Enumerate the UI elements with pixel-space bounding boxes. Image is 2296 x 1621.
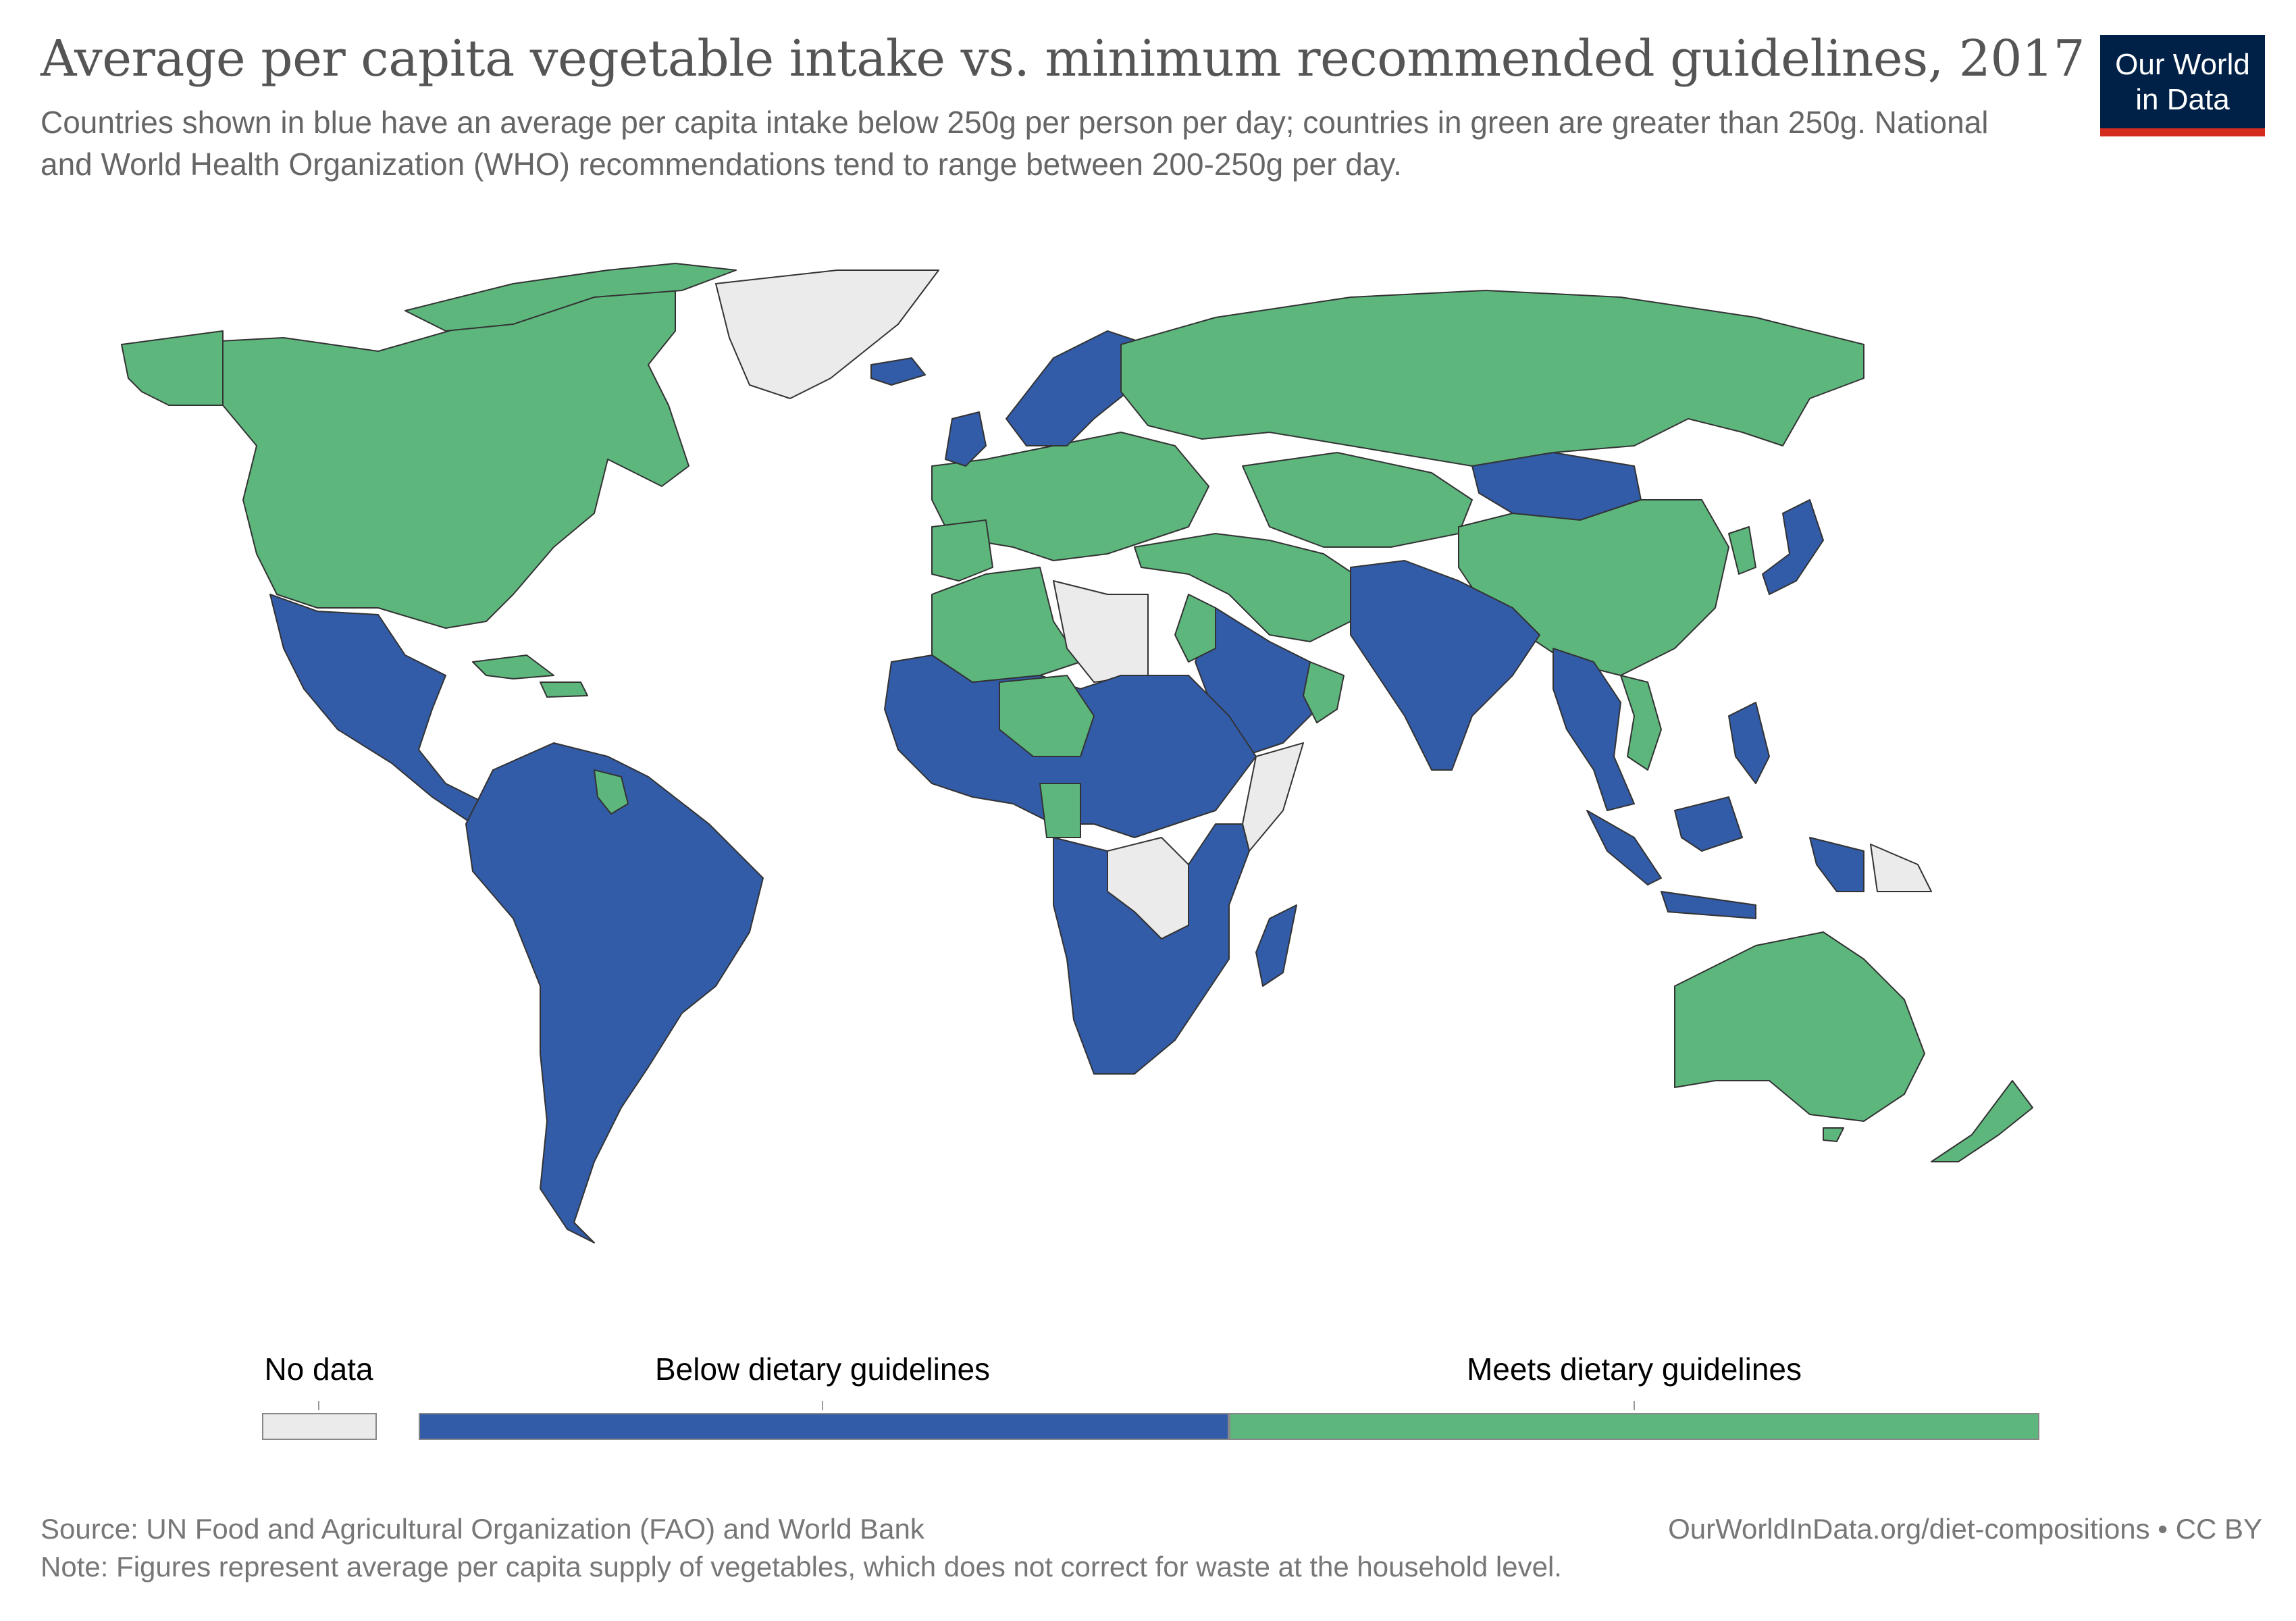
map-legend: No data Below dietary guidelines Meets d… [0,1351,2296,1459]
region-southeast-asia[interactable] [1553,648,1635,811]
footer-source[interactable]: Source: UN Food and Agricultural Organiz… [41,1513,924,1545]
footer-note: Note: Figures represent average per capi… [41,1551,1562,1583]
region-somalia[interactable] [1242,742,1304,852]
legend-swatch-no-data[interactable] [262,1413,377,1440]
region-mexico-central-america[interactable] [269,594,487,825]
region-new-zealand[interactable] [1931,1080,2033,1162]
region-korea[interactable] [1728,526,1756,575]
region-png[interactable] [1870,844,1932,892]
map-regions [121,263,2033,1243]
legend-swatch-meets[interactable] [1229,1413,2039,1440]
legend-label-meets: Meets dietary guidelines [1466,1352,1802,1387]
region-alaska[interactable] [121,330,224,406]
region-southern-east-africa[interactable] [1053,823,1250,1075]
region-south-america[interactable] [465,742,764,1243]
region-iceland[interactable] [870,357,926,386]
region-caribbean[interactable] [472,654,588,698]
footer: Source: UN Food and Agricultural Organiz… [41,1510,1562,1586]
region-uk[interactable] [945,411,987,467]
region-turkey-iran[interactable] [1134,533,1365,642]
region-greenland[interactable] [715,269,939,399]
region-indonesia[interactable] [1586,702,1864,919]
region-tasmania[interactable] [1823,1127,1844,1142]
legend-tick-below [822,1401,823,1410]
region-oman[interactable] [1303,661,1345,723]
legend-tick-no-data [318,1401,319,1410]
region-canadian-islands[interactable] [405,263,737,332]
chart-subtitle: Countries shown in blue have an average … [41,105,1989,182]
region-north-america[interactable] [155,290,689,629]
legend-swatch-below[interactable] [419,1413,1229,1440]
region-niger-chad[interactable] [999,675,1095,838]
region-central-asia[interactable] [1242,452,1473,548]
legend-label-below: Below dietary guidelines [654,1352,991,1387]
region-russia[interactable] [1120,290,1864,467]
region-vietnam-cambodia[interactable] [1620,675,1662,771]
legend-label-no-data: No data [264,1352,373,1387]
region-iberia[interactable] [931,519,993,582]
logo-line-1: Our World [2115,48,2250,81]
world-map [121,263,2033,1243]
chart-title: Average per capita vegetable intake vs. … [41,30,2085,88]
region-guyana[interactable] [594,769,629,815]
region-madagascar[interactable] [1255,904,1297,987]
legend-tick-meets [1634,1401,1635,1410]
region-australia[interactable] [1674,931,1925,1122]
region-south-asia[interactable] [1350,560,1540,771]
footer-url[interactable]: OurWorldInData.org/diet-compositions • C… [1668,1513,2262,1545]
region-japan[interactable] [1762,499,1824,595]
region-libya[interactable] [1053,580,1149,683]
owid-logo[interactable]: Our World in Data [2100,35,2265,136]
logo-accent-bar [2100,128,2265,136]
logo-line-2: in Data [2135,83,2230,116]
